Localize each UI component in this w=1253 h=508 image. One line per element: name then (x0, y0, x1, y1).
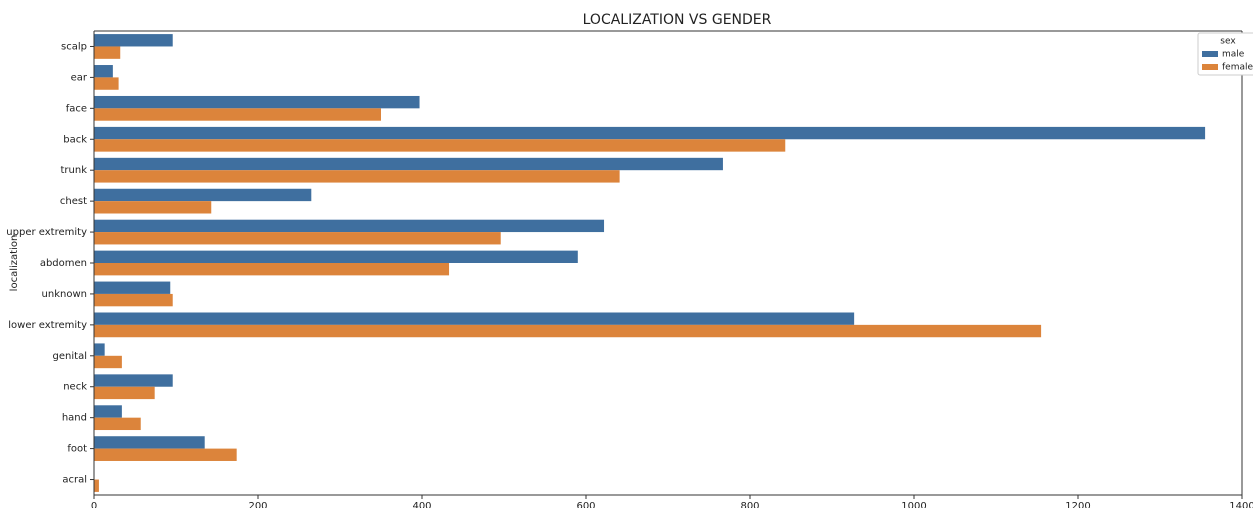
y-tick-label: neck (63, 382, 87, 393)
bar (94, 479, 99, 492)
legend-label: male (1222, 50, 1245, 60)
bar (94, 374, 173, 387)
bar (94, 312, 855, 325)
bar (94, 65, 113, 78)
bar (94, 436, 205, 449)
x-tick-label: 800 (740, 501, 759, 508)
bar (94, 46, 121, 59)
y-tick-label: scalp (61, 41, 87, 52)
bar (94, 139, 786, 152)
y-tick-label: hand (62, 413, 87, 424)
bar (94, 293, 173, 307)
y-tick-label: genital (53, 351, 87, 362)
y-tick-label: trunk (61, 165, 88, 176)
bar (94, 77, 119, 90)
legend-title: sex (1220, 37, 1236, 47)
y-tick-label: upper extremity (6, 227, 87, 238)
bar (94, 386, 155, 400)
legend-swatch (1202, 64, 1218, 70)
y-tick-label: foot (67, 444, 87, 455)
x-tick-label: 200 (248, 501, 267, 508)
y-tick-label: lower extremity (8, 320, 87, 331)
bar (94, 324, 1042, 338)
bar (94, 126, 1206, 140)
bar (94, 157, 723, 171)
bar (94, 232, 501, 245)
y-tick-label: back (63, 134, 87, 145)
x-tick-label: 400 (412, 501, 431, 508)
x-tick-label: 1000 (901, 501, 926, 508)
bar (94, 417, 141, 431)
chart-title: LOCALIZATION VS GENDER (583, 12, 772, 28)
y-tick-label: chest (60, 196, 87, 207)
bar (94, 250, 578, 263)
bar (94, 95, 420, 109)
x-tick-label: 600 (576, 501, 595, 508)
legend-swatch (1202, 51, 1218, 57)
legend-label: female (1222, 63, 1253, 73)
bar (94, 355, 122, 369)
bar (94, 219, 605, 233)
bar (94, 263, 450, 276)
y-tick-label: ear (71, 72, 88, 83)
bar (94, 201, 212, 214)
y-tick-label: abdomen (40, 258, 87, 269)
bar (94, 34, 173, 47)
bar (94, 448, 237, 461)
y-axis-label: localization (9, 235, 20, 292)
bar (94, 108, 381, 121)
x-tick-label: 0 (91, 501, 97, 508)
x-tick-label: 1200 (1065, 501, 1090, 508)
x-tick-label: 1400 (1229, 501, 1253, 508)
y-tick-label: face (66, 103, 87, 114)
y-tick-label: acral (62, 475, 87, 486)
bar (94, 405, 122, 418)
bar (94, 281, 171, 294)
y-tick-label: unknown (42, 289, 87, 300)
bar (94, 343, 105, 356)
bar (94, 170, 620, 183)
bar (94, 188, 312, 202)
